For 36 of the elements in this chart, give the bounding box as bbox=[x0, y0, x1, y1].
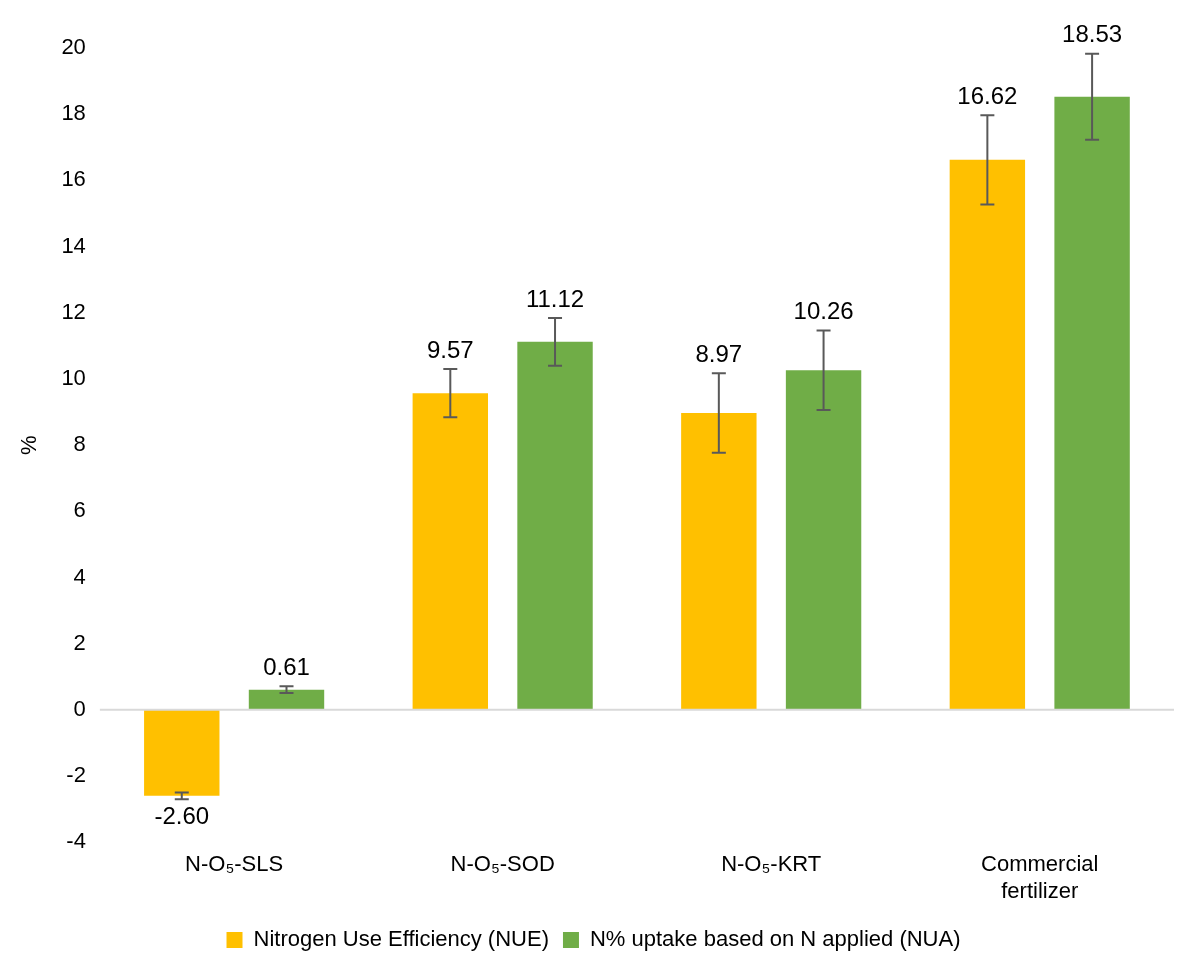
x-tick-label: N-O₅-SLS bbox=[185, 851, 284, 877]
x-tick-label: N-O₅-SOD bbox=[450, 851, 555, 877]
bar bbox=[681, 413, 757, 710]
bar bbox=[144, 709, 220, 796]
bar bbox=[785, 370, 862, 710]
data-label: 9.57 bbox=[426, 335, 474, 363]
bar bbox=[949, 159, 1026, 710]
y-axis-title: % bbox=[16, 435, 42, 455]
bar bbox=[517, 341, 593, 710]
y-tick-label: 2 bbox=[73, 629, 86, 655]
y-tick-label: -2 bbox=[66, 762, 86, 788]
y-tick-label: 14 bbox=[61, 232, 86, 258]
legend-label: Nitrogen Use Efficiency (NUE) bbox=[253, 926, 549, 952]
y-tick-label: 16 bbox=[61, 166, 86, 192]
bar bbox=[248, 689, 325, 710]
data-label: 10.26 bbox=[793, 297, 854, 325]
data-label: 18.53 bbox=[1062, 20, 1123, 48]
data-label: -2.60 bbox=[154, 801, 210, 829]
y-tick-label: 4 bbox=[73, 563, 86, 589]
x-tick-label: N-O₅-KRT bbox=[721, 851, 822, 877]
data-label: 8.97 bbox=[695, 339, 743, 367]
y-tick-label: 12 bbox=[61, 298, 86, 324]
y-tick-label: 10 bbox=[61, 364, 86, 390]
data-label: 11.12 bbox=[525, 284, 585, 312]
y-tick-label: 18 bbox=[61, 100, 86, 126]
y-tick-label: 20 bbox=[61, 34, 86, 60]
bar bbox=[1054, 96, 1130, 710]
y-tick-label: -4 bbox=[66, 828, 86, 854]
y-tick-label: 8 bbox=[73, 431, 86, 457]
data-label: 16.62 bbox=[957, 81, 1018, 109]
legend-label: N% uptake based on N applied (NUA) bbox=[589, 926, 961, 952]
data-label: 0.61 bbox=[263, 652, 310, 680]
y-tick-label: 0 bbox=[73, 695, 86, 721]
x-tick-label: Commercial fertilizer bbox=[981, 851, 1099, 903]
y-tick-label: 6 bbox=[73, 497, 86, 523]
bar bbox=[412, 393, 489, 710]
